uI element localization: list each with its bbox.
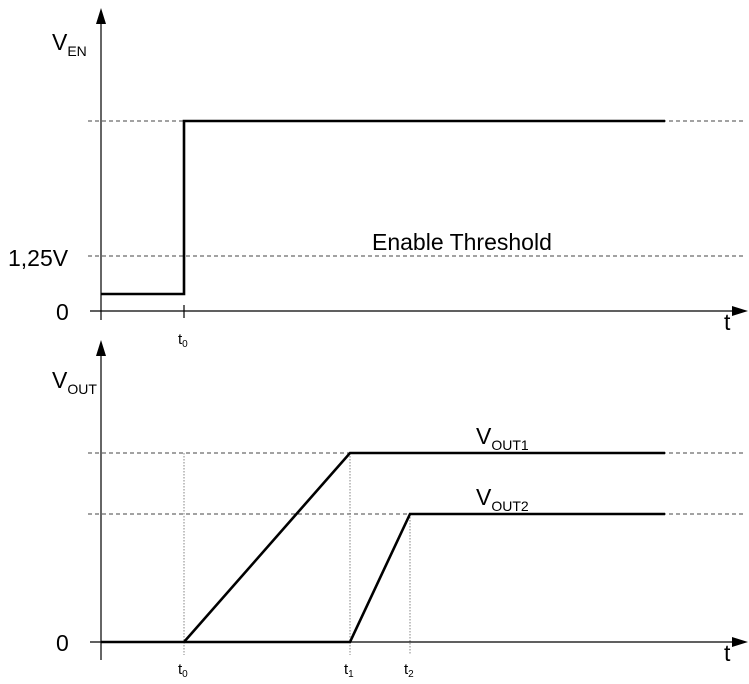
- text-part: V: [52, 29, 68, 55]
- vout1-signal: [101, 451, 665, 644]
- output-chart: VOUT 0 t VOUT1 VOUT2 t0 t1 t2: [52, 340, 748, 680]
- text-part: 2: [408, 669, 414, 680]
- enable-chart: VEN 1,25V 0 Enable Threshold t t0: [8, 8, 748, 350]
- x-axis-arrow: [732, 306, 748, 316]
- text-part: V: [476, 423, 492, 449]
- text-part: 0: [182, 339, 188, 350]
- text-part: OUT1: [491, 437, 529, 453]
- text-part: t: [178, 661, 183, 678]
- threshold-value: 1,25V: [8, 245, 69, 271]
- t-label: t0: [178, 661, 188, 680]
- text-part: t: [404, 661, 409, 678]
- vout1-label: VOUT1: [476, 423, 529, 453]
- text-part: V: [476, 484, 492, 510]
- text-part: OUT: [67, 381, 97, 397]
- text-part: 0: [182, 669, 188, 680]
- text-part: EN: [67, 43, 86, 59]
- enable-signal: [101, 119, 665, 296]
- vout2-signal: [184, 512, 665, 644]
- t-label: t0: [178, 331, 188, 350]
- threshold-label: Enable Threshold: [372, 229, 552, 255]
- y-axis-arrow: [96, 340, 106, 356]
- text-part: t: [178, 331, 183, 348]
- text-part: OUT2: [491, 498, 529, 514]
- y-axis-arrow: [96, 8, 106, 24]
- text-part: t: [344, 661, 349, 678]
- zero-label: 0: [56, 630, 69, 656]
- y-label: VEN: [52, 29, 87, 59]
- zero-label: 0: [56, 299, 69, 325]
- x-label: t: [724, 640, 731, 666]
- t-label: t1: [344, 661, 354, 680]
- t-label: t2: [404, 661, 414, 680]
- x-axis-arrow: [732, 637, 748, 647]
- vout2-label: VOUT2: [476, 484, 529, 514]
- text-part: 1: [348, 669, 354, 680]
- x-label: t: [724, 309, 731, 335]
- text-part: V: [52, 367, 68, 393]
- y-label: VOUT: [52, 367, 97, 397]
